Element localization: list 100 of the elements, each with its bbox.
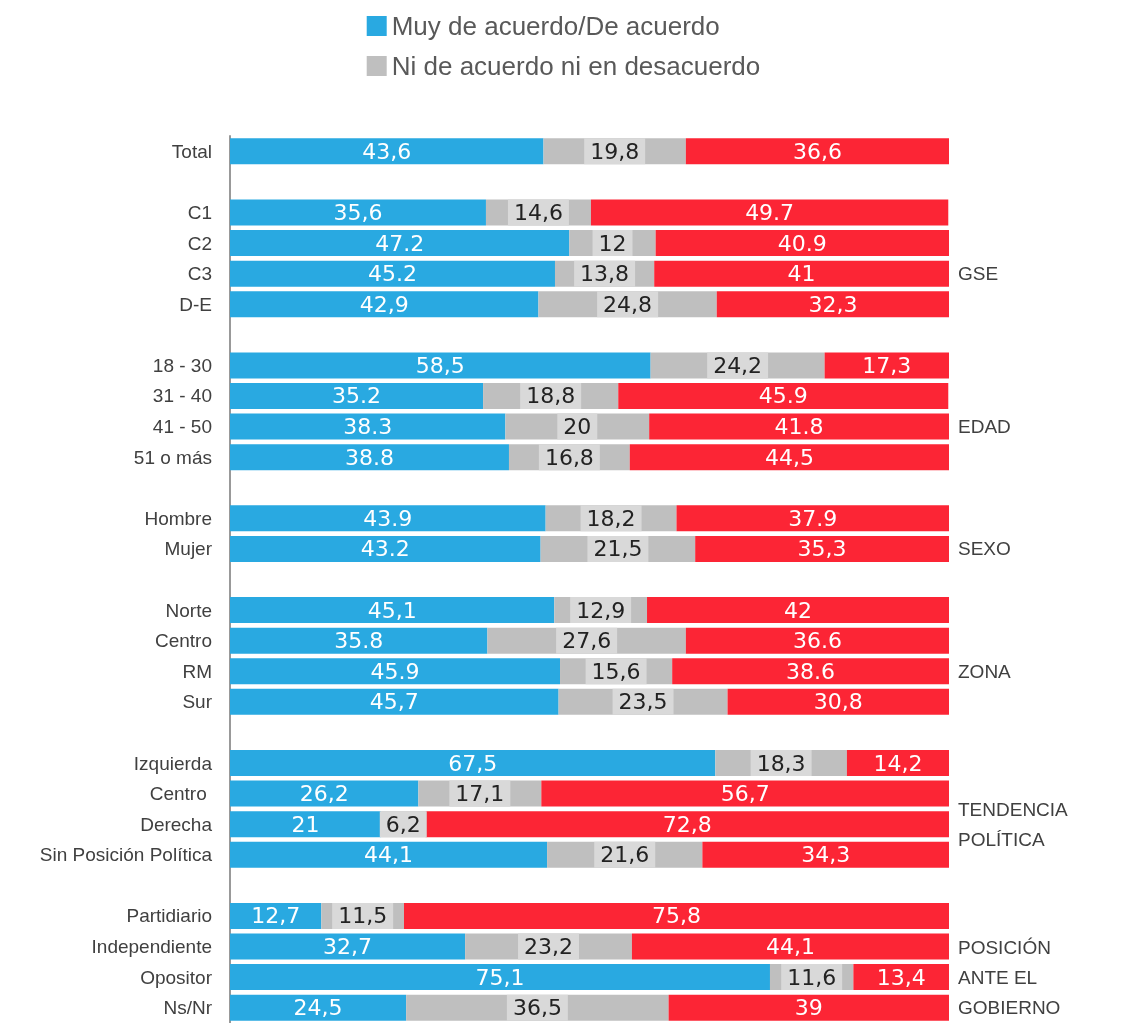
data-label: 20 <box>563 414 592 440</box>
y-tick-label: 41 - 50 <box>152 416 212 438</box>
data-label: 75,1 <box>475 964 525 990</box>
data-label: 44,1 <box>364 842 414 868</box>
bar <box>541 780 949 807</box>
data-label: 37.9 <box>788 505 838 531</box>
bar <box>590 199 949 226</box>
y-tick-label: RM <box>182 660 212 682</box>
legend-label: Ni de acuerdo ni en desacuerdo <box>391 51 761 81</box>
data-label: 30,8 <box>813 689 863 715</box>
data-label: 11,6 <box>787 964 837 990</box>
y-tick-label: Izquierda <box>133 752 213 774</box>
text: EDAD <box>958 416 1011 438</box>
data-label: 42 <box>784 597 813 623</box>
data-label: 43,6 <box>362 138 412 164</box>
bar <box>230 138 544 165</box>
text: POSICIÓN ANTE EL GOBIERNO <box>958 936 1061 1018</box>
text: TENDENCIA POLÍTICA <box>958 798 1069 850</box>
bar <box>230 382 484 409</box>
data-label: 35,3 <box>797 536 847 562</box>
bar <box>425 811 949 838</box>
data-label: 32,7 <box>323 934 373 960</box>
data-label: 45,7 <box>369 689 419 715</box>
data-label: 40.9 <box>777 230 827 256</box>
data-label: 47.2 <box>375 230 425 256</box>
data-label: 67,5 <box>448 750 498 776</box>
data-label: 13,4 <box>876 964 926 990</box>
bar <box>655 230 949 257</box>
y-tick-label: C1 <box>187 201 212 223</box>
bar <box>654 260 949 287</box>
y-tick-label: Centro <box>149 783 212 805</box>
bar <box>672 658 949 685</box>
bar <box>230 597 555 624</box>
data-label: 13,8 <box>580 261 630 287</box>
bar <box>629 444 949 471</box>
data-label: 39 <box>794 995 823 1021</box>
data-label: 26,2 <box>299 781 349 807</box>
bar <box>685 138 949 165</box>
y-tick-label: Mujer <box>164 538 213 560</box>
y-tick-label: Derecha <box>140 813 213 835</box>
data-label: 23,5 <box>618 689 668 715</box>
y-tick-label: Independiente <box>91 936 212 958</box>
y-tick-label: Centro <box>154 630 212 652</box>
data-label: 12,9 <box>576 597 626 623</box>
data-label: 12 <box>598 230 627 256</box>
data-label: 36,6 <box>792 138 842 164</box>
data-label: 18,3 <box>756 750 806 776</box>
bar <box>727 688 949 715</box>
data-label: 41 <box>787 261 816 287</box>
data-label: 24,5 <box>293 995 343 1021</box>
data-label: 35.2 <box>332 383 382 409</box>
data-label: 45.2 <box>368 261 417 287</box>
data-label: 49.7 <box>745 199 795 225</box>
bar <box>649 413 949 440</box>
data-label: 58,5 <box>415 352 465 378</box>
data-label: 43.9 <box>363 505 413 531</box>
data-label: 38.3 <box>343 414 393 440</box>
data-label: 27,6 <box>562 628 612 654</box>
bar <box>230 444 509 471</box>
y-tick-label: Partidiario <box>126 905 212 927</box>
data-label: 44,5 <box>764 444 814 470</box>
bar <box>230 352 651 379</box>
bar <box>230 994 407 1021</box>
y-tick-label: Total <box>171 140 212 162</box>
bar <box>824 352 949 379</box>
text: ZONA <box>958 660 1012 682</box>
data-label: 14,6 <box>513 199 563 225</box>
bar <box>230 933 466 960</box>
data-label: 75,8 <box>652 903 701 929</box>
bar <box>702 841 949 868</box>
data-label: 18,2 <box>586 505 636 531</box>
bar <box>668 994 949 1021</box>
bar <box>230 505 546 532</box>
data-label: 16,8 <box>544 444 594 470</box>
bar <box>230 230 570 257</box>
bar <box>230 780 419 807</box>
y-tick-label: Ns/Nr <box>163 997 213 1019</box>
y-tick-label: D-E <box>179 293 212 315</box>
data-label: 11,5 <box>338 903 388 929</box>
bar <box>230 841 548 868</box>
legend-label: Muy de acuerdo/De acuerdo <box>391 11 720 41</box>
text: SEXO <box>958 538 1011 560</box>
bar <box>230 535 541 562</box>
data-label: 43.2 <box>360 536 410 562</box>
bar <box>695 535 949 562</box>
data-label: 21 <box>291 811 320 837</box>
bar <box>230 964 770 991</box>
data-label: 18,8 <box>526 383 576 409</box>
data-label: 35.8 <box>334 628 384 654</box>
y-tick-label: C2 <box>187 232 212 254</box>
data-label: 38.6 <box>786 658 836 684</box>
bar <box>230 688 559 715</box>
y-tick-label: 18 - 30 <box>152 354 212 376</box>
data-label: 24,8 <box>603 291 653 317</box>
data-label: 6,2 <box>385 811 421 837</box>
data-label: 36,5 <box>512 995 562 1021</box>
data-label: 21,6 <box>600 842 650 868</box>
data-label: 35,6 <box>333 199 383 225</box>
bar <box>230 199 486 226</box>
bar <box>647 597 949 624</box>
